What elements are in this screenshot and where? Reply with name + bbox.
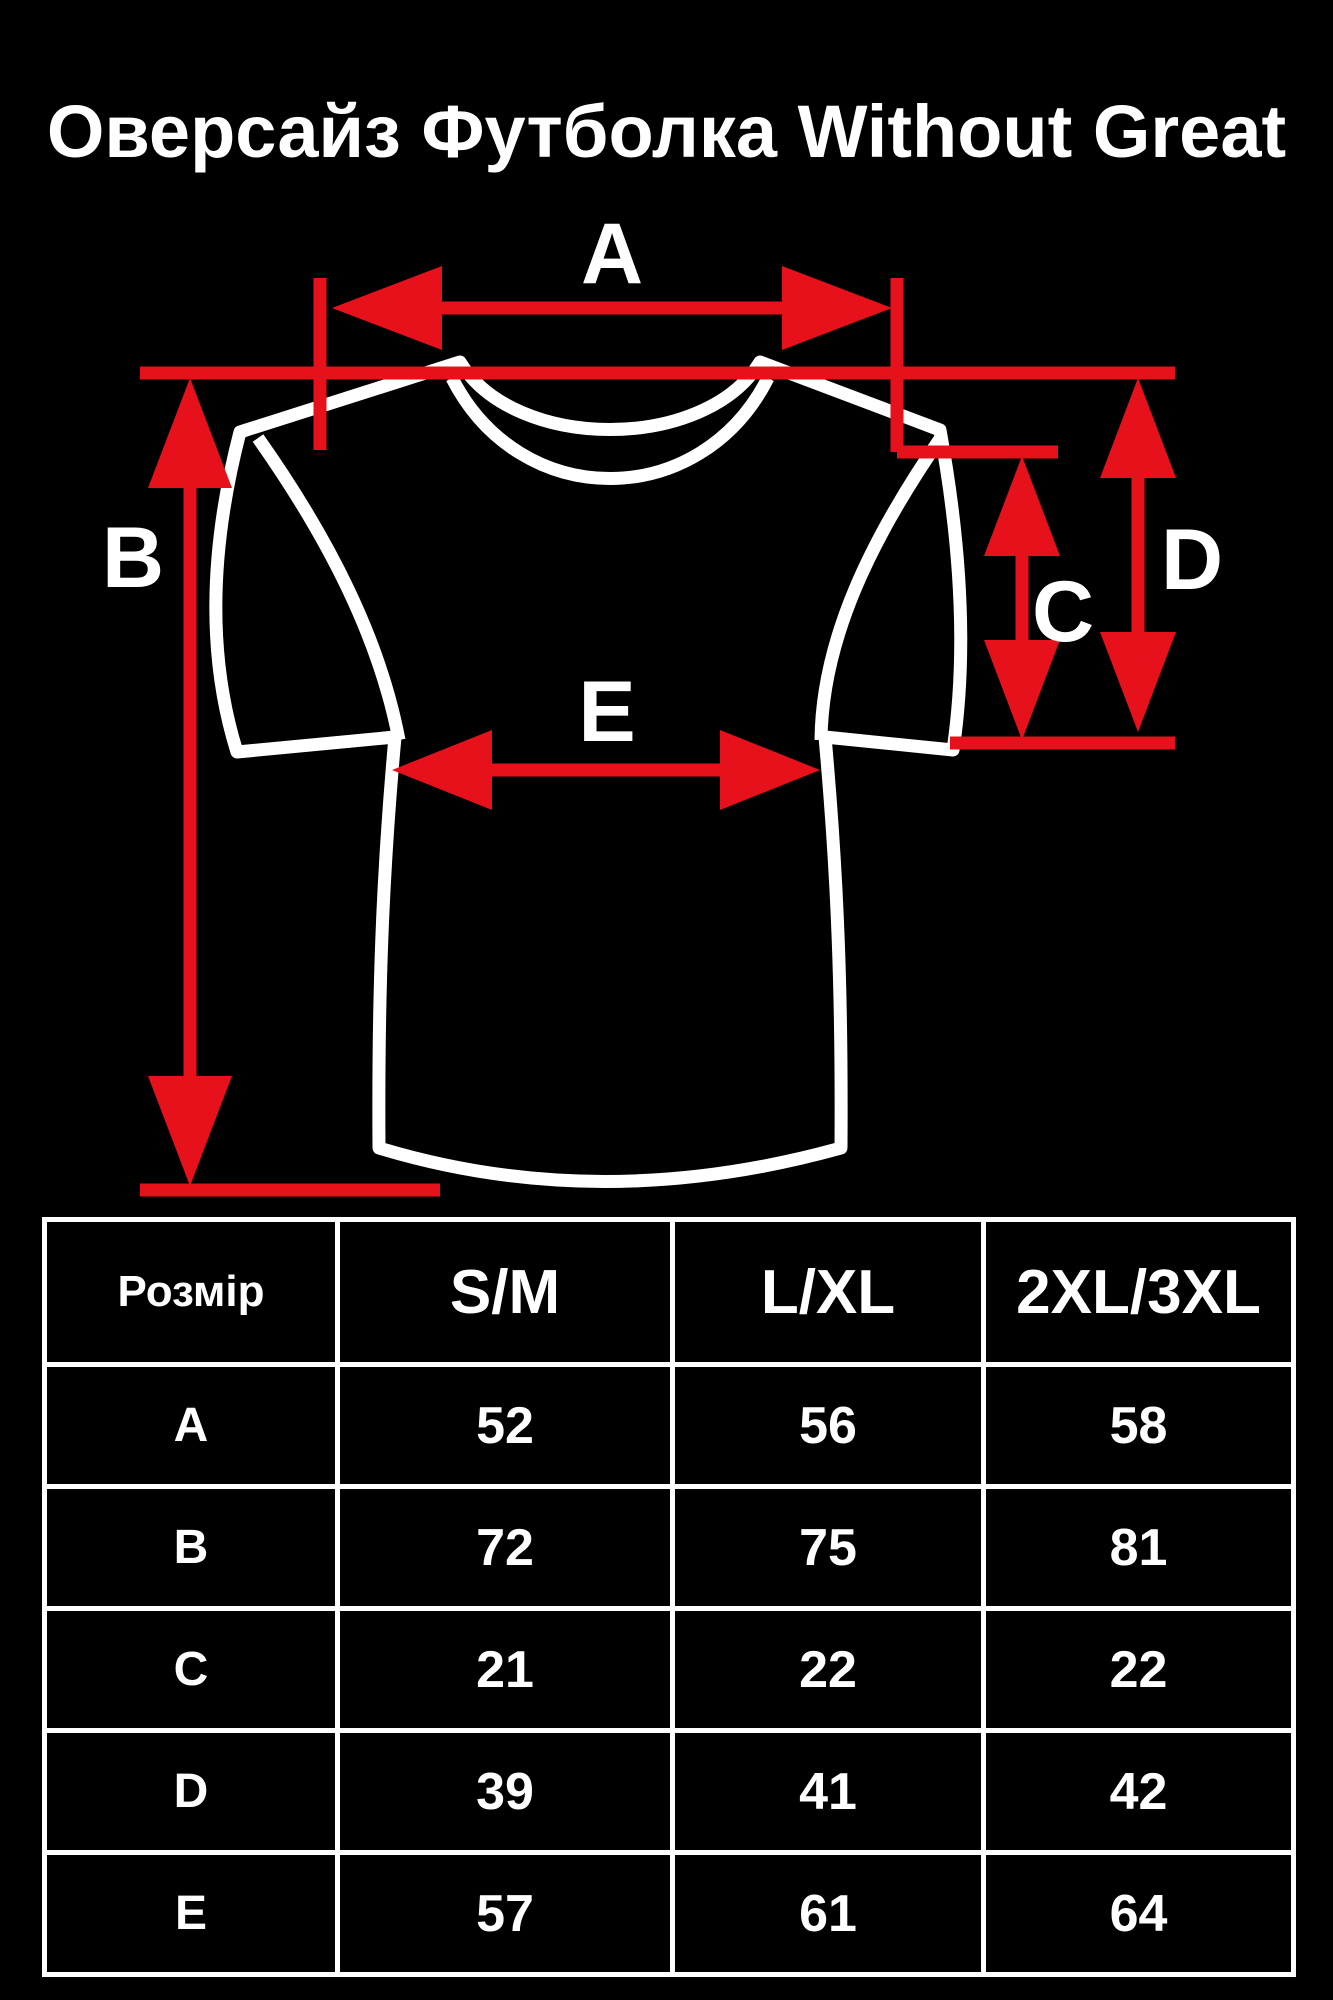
value-cell: 39 — [335, 1728, 675, 1855]
arrow-b — [148, 378, 232, 1186]
dimension-cell: C — [42, 1606, 340, 1733]
left-sleeve-seam — [252, 434, 406, 742]
dimension-cell: E — [42, 1850, 340, 1977]
dimension-label-b: B — [101, 510, 165, 606]
value-cell: 52 — [335, 1362, 675, 1489]
size-column-header: S/M — [335, 1217, 675, 1367]
table-row: D 39 41 42 — [42, 1728, 1296, 1855]
table-row: E 57 61 64 — [42, 1850, 1296, 1977]
value-cell: 56 — [670, 1362, 986, 1489]
value-cell: 21 — [335, 1606, 675, 1733]
arrow-e — [392, 730, 820, 810]
value-cell: 41 — [670, 1728, 986, 1855]
dimension-cell: A — [42, 1362, 340, 1489]
value-cell: 22 — [981, 1606, 1296, 1733]
dimension-label-e: E — [578, 664, 636, 760]
dimension-label-c: C — [1031, 564, 1095, 660]
table-row: C 21 22 22 — [42, 1606, 1296, 1733]
dimension-column-header: Розмір — [42, 1217, 340, 1367]
value-cell: 72 — [335, 1484, 675, 1611]
value-cell: 61 — [670, 1850, 986, 1977]
arrow-a — [313, 266, 904, 452]
value-cell: 75 — [670, 1484, 986, 1611]
size-column-header: 2XL/3XL — [981, 1217, 1296, 1367]
size-table: Розмір S/M L/XL 2XL/3XL A 52 56 58 B 72 … — [42, 1217, 1296, 1977]
collar-inner-arc — [446, 375, 774, 485]
arrow-c — [984, 456, 1060, 740]
tshirt-outline — [209, 355, 968, 1188]
page-title: Оверсайз Футболка Without Great — [46, 90, 1287, 173]
value-cell: 64 — [981, 1850, 1296, 1977]
value-cell: 22 — [670, 1606, 986, 1733]
dimension-cell: D — [42, 1728, 340, 1855]
table-row: B 72 75 81 — [42, 1484, 1296, 1611]
value-cell: 42 — [981, 1728, 1296, 1855]
size-column-header: L/XL — [670, 1217, 986, 1367]
table-header-row: Розмір S/M L/XL 2XL/3XL — [42, 1217, 1296, 1367]
value-cell: 81 — [981, 1484, 1296, 1611]
dimension-label-d: D — [1160, 512, 1224, 608]
table-row: A 52 56 58 — [42, 1362, 1296, 1489]
arrow-d — [1100, 378, 1176, 732]
tshirt-measurement-svg — [140, 266, 1176, 1197]
measurement-diagram: A B C D E — [101, 206, 1224, 1197]
right-sleeve-seam — [814, 432, 948, 741]
value-cell: 58 — [981, 1362, 1296, 1489]
dimension-label-a: A — [580, 206, 644, 302]
value-cell: 57 — [335, 1850, 675, 1977]
dimension-cell: B — [42, 1484, 340, 1611]
